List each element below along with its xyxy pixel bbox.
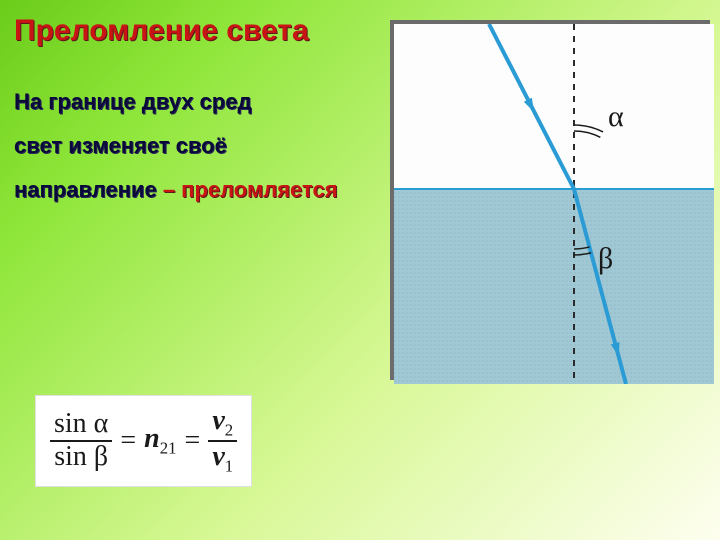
formula-lhs-num: sin α — [50, 409, 112, 442]
body-line-3-blue: направление — [14, 177, 157, 202]
refraction-diagram: αβ — [390, 20, 710, 380]
body-text: На границе двух сред свет изменяет своё … — [14, 80, 338, 212]
body-line-3-red: – преломляется — [157, 177, 338, 202]
body-line-2: свет изменяет своё — [14, 124, 338, 168]
formula-eq2: = — [185, 425, 201, 457]
formula-eq1: = — [120, 425, 136, 457]
formula-n: n — [144, 423, 160, 454]
formula-rhs-num: v2 — [208, 406, 237, 442]
formula-lhs-frac: sin α sin β — [50, 409, 112, 473]
body-line-3: направление – преломляется — [14, 168, 338, 212]
formula-rhs-frac: v2 v1 — [208, 406, 237, 476]
formula-mid: n21 — [144, 423, 176, 459]
svg-text:β: β — [598, 242, 613, 275]
slide-title: Преломление света — [14, 14, 309, 48]
diagram-svg: αβ — [394, 24, 714, 384]
formula: sin α sin β = n21 = v2 v1 — [35, 395, 252, 487]
slide: Преломление света На границе двух сред с… — [0, 0, 720, 540]
formula-n-sub: 21 — [160, 439, 177, 458]
formula-rhs-den: v1 — [208, 442, 237, 476]
formula-lhs-den: sin β — [50, 442, 112, 473]
body-line-1: На границе двух сред — [14, 80, 338, 124]
svg-text:α: α — [608, 100, 624, 133]
